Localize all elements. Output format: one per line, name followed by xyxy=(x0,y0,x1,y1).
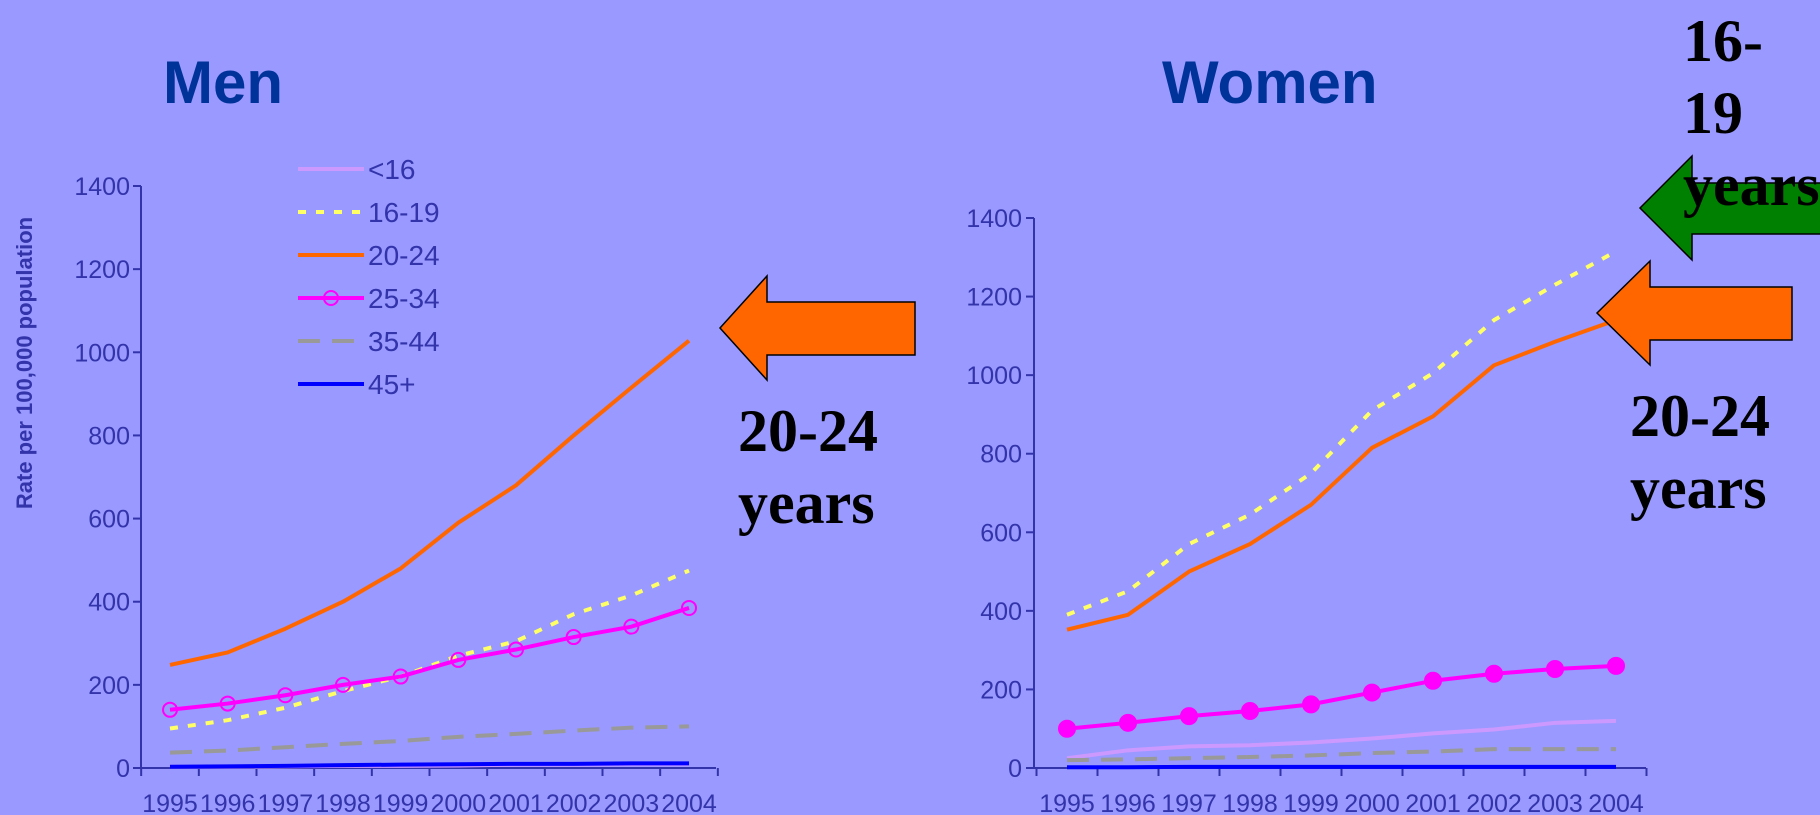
series-point xyxy=(1607,656,1625,675)
x-tick-label: 1999 xyxy=(1283,790,1339,815)
series-point xyxy=(392,668,409,685)
series-line xyxy=(169,724,690,755)
y-tick-label: 400 xyxy=(980,598,1022,626)
y-tick-label: 0 xyxy=(1008,755,1022,783)
y-tick-label: 600 xyxy=(980,519,1022,547)
women-callout-20-24-line1: 20-24 xyxy=(1630,383,1770,449)
x-tick-label: 2003 xyxy=(604,790,660,815)
series-point xyxy=(508,641,524,658)
y-tick-label: 400 xyxy=(88,589,130,617)
x-tick-label: 1996 xyxy=(1100,790,1156,815)
x-tick-label: 1995 xyxy=(142,790,198,815)
series-point xyxy=(1546,660,1564,678)
series-line xyxy=(169,568,690,731)
arrow-layer xyxy=(718,154,1820,382)
legend-label: 25-34 xyxy=(368,283,440,314)
men-callout-line2: years xyxy=(738,470,875,536)
series-line xyxy=(1066,747,1616,763)
men-orange-arrow xyxy=(718,274,916,382)
series-point xyxy=(1485,664,1503,683)
y-tick-label: 600 xyxy=(88,506,130,534)
legend-label: 35-44 xyxy=(368,326,440,357)
x-tick-label: 1999 xyxy=(373,790,429,815)
women-green-arrow xyxy=(1638,154,1820,262)
series-line xyxy=(1066,718,1617,761)
y-tick-label: 200 xyxy=(980,676,1022,704)
x-tick-label: 1998 xyxy=(315,790,371,815)
women-callout-16-19: 16-19 years xyxy=(1683,5,1820,221)
series-line xyxy=(1066,663,1617,731)
men-callout-line1: 20-24 xyxy=(738,398,878,464)
y-tick-label: 800 xyxy=(980,441,1022,469)
men-y-axis-label: Rate per 100,000 population xyxy=(12,216,37,510)
women-callout-16-19-line1: 16-19 xyxy=(1683,8,1763,146)
y-tick-label: 0 xyxy=(116,755,130,783)
series-line xyxy=(169,606,690,712)
women-title: Women xyxy=(1162,49,1378,116)
legend-label: 20-24 xyxy=(368,240,440,271)
women-orange-arrow xyxy=(1595,259,1793,367)
x-tick-label: 1997 xyxy=(1161,790,1217,815)
series-point xyxy=(1363,683,1381,702)
y-tick-label: 1200 xyxy=(74,256,130,284)
series-point xyxy=(1058,719,1076,738)
men-callout-20-24: 20-24 years xyxy=(738,395,878,539)
series-point xyxy=(1302,695,1320,714)
series-point xyxy=(1424,671,1442,690)
series-point xyxy=(1180,707,1198,726)
x-tick-label: 2004 xyxy=(661,790,717,815)
legend-label: <16 xyxy=(368,154,416,185)
series-point xyxy=(1119,713,1137,732)
x-tick-label: 2004 xyxy=(1588,790,1644,815)
men-title: Men xyxy=(163,49,283,116)
x-tick-label: 2001 xyxy=(488,790,544,815)
y-tick-label: 200 xyxy=(88,672,130,700)
y-tick-label: 800 xyxy=(88,422,130,450)
y-tick-label: 1000 xyxy=(966,362,1022,390)
x-tick-label: 1996 xyxy=(200,790,256,815)
series-point xyxy=(450,651,467,668)
series-point xyxy=(162,701,178,718)
x-tick-label: 2002 xyxy=(546,790,602,815)
x-tick-label: 2000 xyxy=(431,790,487,815)
series-line xyxy=(169,339,691,667)
series-point xyxy=(335,676,351,693)
y-tick-label: 1000 xyxy=(74,339,130,367)
series-line xyxy=(1066,249,1617,617)
series-point xyxy=(681,599,697,616)
series-line xyxy=(169,761,689,769)
women-callout-20-24-line2: years xyxy=(1630,455,1767,521)
series-point xyxy=(1241,702,1259,721)
x-tick-label: 2002 xyxy=(1466,790,1522,815)
x-tick-label: 1998 xyxy=(1222,790,1278,815)
series-point xyxy=(623,618,640,635)
legend-marker xyxy=(323,290,339,306)
y-tick-label: 1400 xyxy=(74,173,130,201)
women-callout-20-24: 20-24 years xyxy=(1630,380,1770,524)
x-tick-label: 2001 xyxy=(1405,790,1461,815)
y-tick-label: 1400 xyxy=(966,205,1022,233)
y-tick-label: 1200 xyxy=(966,284,1022,312)
women-callout-16-19-line2: years xyxy=(1683,152,1820,218)
legend-label: 16-19 xyxy=(368,197,440,228)
x-tick-label: 1995 xyxy=(1039,790,1095,815)
legend-label: 45+ xyxy=(368,369,416,400)
x-tick-label: 2000 xyxy=(1344,790,1400,815)
x-tick-label: 1997 xyxy=(258,790,314,815)
series-line xyxy=(1066,318,1617,632)
series-point xyxy=(277,687,294,704)
series-point xyxy=(219,695,236,712)
x-tick-label: 2003 xyxy=(1527,790,1583,815)
series-point xyxy=(565,629,582,646)
